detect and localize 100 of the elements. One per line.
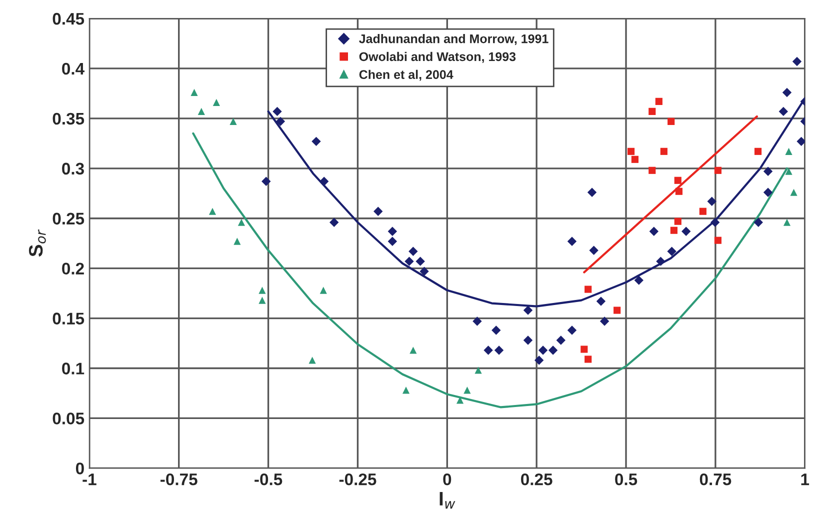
point — [410, 346, 417, 354]
point — [600, 316, 610, 326]
point — [538, 346, 548, 355]
point — [308, 356, 316, 364]
point — [234, 238, 241, 245]
x-axis-title: I$_{w}$ — [440, 492, 456, 509]
y-tick-label: 0.15 — [52, 312, 84, 324]
point — [523, 306, 533, 315]
point — [634, 276, 644, 285]
point — [208, 208, 216, 215]
point — [648, 166, 656, 174]
point — [682, 226, 691, 236]
point — [631, 156, 638, 163]
point — [763, 166, 773, 176]
point — [567, 326, 577, 335]
x-tick-label: 0.5 — [615, 473, 638, 486]
point — [416, 256, 425, 266]
y-tick-label: 0.35 — [52, 112, 84, 125]
point — [763, 188, 773, 197]
point — [198, 108, 205, 115]
point — [402, 386, 410, 394]
point — [474, 366, 482, 374]
point — [388, 226, 398, 236]
point — [707, 196, 716, 206]
point — [484, 346, 493, 355]
point — [330, 218, 339, 227]
point — [388, 236, 398, 246]
y-tick-label: 0.45 — [52, 12, 84, 25]
point — [492, 326, 501, 335]
point — [320, 286, 327, 294]
point — [714, 236, 722, 244]
x-tick-label: 1 — [801, 474, 810, 486]
point — [190, 88, 198, 96]
legend-label: Owolabi and Watson, 1993 — [359, 52, 516, 63]
point — [674, 218, 682, 225]
point — [276, 116, 286, 126]
point — [754, 218, 763, 227]
point — [655, 98, 662, 105]
point — [262, 176, 271, 186]
point — [783, 218, 791, 226]
point — [796, 136, 805, 146]
point — [472, 316, 482, 326]
point — [589, 246, 598, 255]
point — [668, 118, 675, 125]
y-tick-label: 0.4 — [62, 62, 84, 75]
point — [627, 148, 635, 155]
point — [584, 286, 592, 293]
x-tick-label: 0 — [443, 473, 452, 486]
legend-label: Chen et al, 2004 — [359, 70, 454, 81]
x-tick-label: -0.25 — [339, 473, 376, 486]
point — [714, 166, 722, 174]
point — [556, 336, 566, 345]
y-tick-label: 0.1 — [62, 362, 84, 374]
point — [674, 176, 682, 184]
point — [534, 356, 544, 365]
point — [238, 218, 245, 226]
point — [494, 346, 504, 355]
point — [584, 356, 592, 363]
point — [785, 168, 792, 175]
x-tick-label: -0.5 — [254, 473, 282, 486]
point — [230, 118, 237, 125]
point — [656, 256, 666, 266]
x-tick-label: -0.75 — [160, 473, 198, 486]
point — [258, 296, 266, 304]
y-tick-label: 0.05 — [52, 412, 84, 424]
point — [404, 256, 414, 266]
point — [675, 188, 682, 195]
point — [785, 148, 792, 155]
point — [408, 246, 418, 256]
point — [754, 148, 762, 155]
point — [778, 106, 788, 116]
point — [649, 226, 659, 236]
y-tick-label: 0.2 — [62, 262, 84, 275]
point — [790, 188, 798, 196]
point — [312, 136, 321, 146]
point — [660, 148, 668, 155]
y-tick-label: 0 — [76, 462, 84, 474]
point — [648, 108, 656, 115]
point — [614, 306, 621, 314]
y-tick-label: 0.25 — [52, 212, 84, 225]
legend-label: Jadhunandan and Morrow, 1991 — [359, 34, 548, 46]
point — [258, 286, 266, 294]
point — [580, 346, 588, 353]
point — [464, 386, 471, 394]
point — [670, 226, 678, 234]
point — [710, 218, 720, 227]
point — [272, 106, 282, 116]
point — [523, 336, 533, 345]
y-tick-label: 0.3 — [62, 162, 84, 175]
point — [596, 296, 606, 306]
point — [212, 98, 220, 106]
y-axis-title: S$_{or}$ — [28, 229, 46, 257]
point — [699, 208, 706, 215]
x-tick-label: -1 — [82, 474, 96, 486]
point — [319, 176, 329, 186]
x-tick-label: 0.25 — [521, 473, 552, 486]
point — [782, 88, 792, 98]
point — [420, 266, 429, 276]
point — [587, 188, 597, 197]
point — [548, 346, 558, 355]
